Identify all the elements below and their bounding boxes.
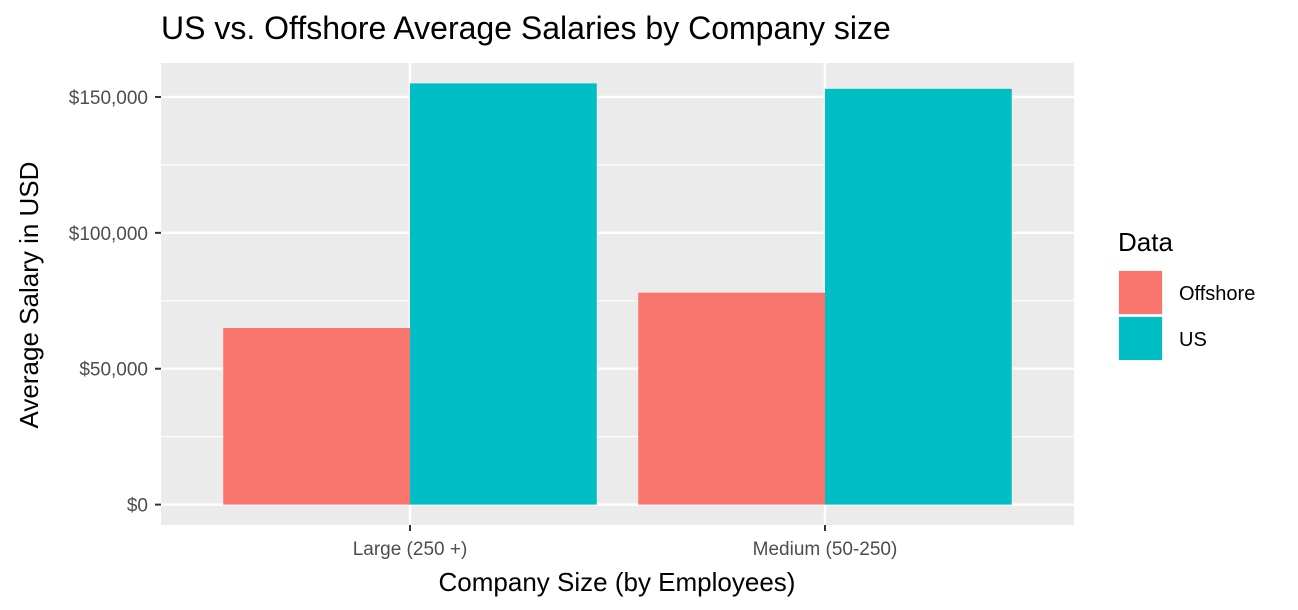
y-tick-label: $150,000 [69,88,148,109]
bars [223,83,1012,505]
legend-label-offshore: Offshore [1179,283,1255,305]
legend-key-offshore [1119,271,1162,314]
y-tick-label: $0 [127,496,148,517]
bar-us-2 [825,88,1012,505]
y-axis: $0 $50,000 $100,000 $150,000 [69,88,161,517]
bar-offshore-1 [223,327,410,505]
bar-offshore-2 [638,292,825,505]
legend-title: Data [1118,227,1173,257]
x-tick-label: Medium (50-250) [753,539,898,560]
x-axis: Large (250 +) Medium (50-250) [353,525,898,560]
y-axis-title: Average Salary in USD [14,162,44,429]
x-tick-label: Large (250 +) [353,539,468,560]
y-tick-label: $100,000 [69,224,148,245]
x-axis-title: Company Size (by Employees) [439,567,796,597]
legend-key-us [1119,317,1162,360]
bar-us-1 [410,83,597,505]
legend: Data Offshore US [1118,227,1255,361]
legend-label-us: US [1179,329,1207,351]
y-tick-label: $50,000 [79,360,148,381]
chart-title: US vs. Offshore Average Salaries by Comp… [161,10,891,46]
